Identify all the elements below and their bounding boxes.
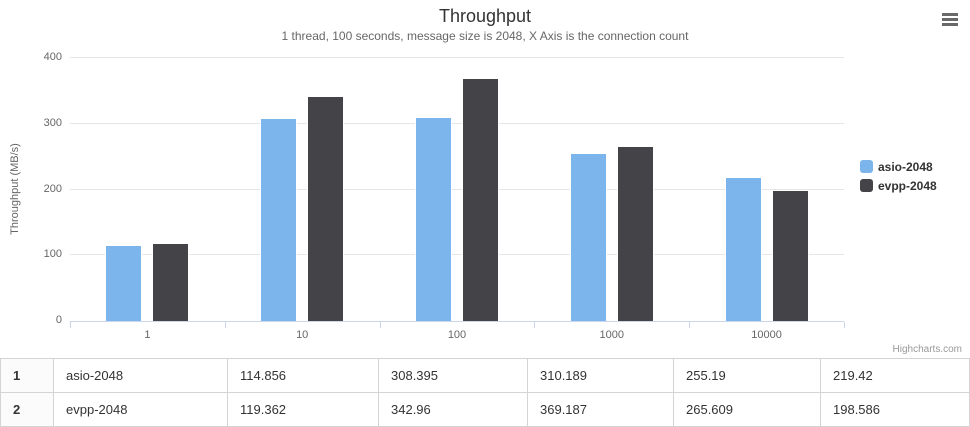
value-cell: 310.189 [527, 358, 674, 393]
legend: asio-2048 evpp-2048 [860, 157, 937, 195]
x-axis-tick [379, 322, 381, 328]
y-axis-label: 0 [55, 314, 62, 326]
y-axis-label: 400 [43, 51, 62, 63]
bar-group-1 [70, 58, 225, 321]
y-axis-label: 200 [43, 182, 62, 195]
value-cell: 308.395 [378, 358, 528, 393]
bar-evpp-2048-1[interactable] [152, 242, 190, 321]
chart-context-menu-button[interactable] [938, 8, 962, 30]
y-axis-label: 100 [43, 248, 62, 261]
series-name-cell: evpp-2048 [53, 392, 228, 427]
y-axis-label: 300 [43, 116, 62, 129]
value-cell: 369.187 [527, 392, 674, 427]
legend-item-asio-2048[interactable]: asio-2048 [860, 157, 937, 176]
x-axis-tick [70, 322, 71, 328]
plot-area [70, 57, 844, 322]
row-index-cell: 1 [0, 358, 54, 393]
x-axis-tick [689, 322, 691, 328]
bar-evpp-2048-100[interactable] [461, 78, 499, 321]
series-name-cell: asio-2048 [53, 358, 228, 393]
value-cell: 219.42 [820, 358, 970, 393]
bar-evpp-2048-1000[interactable] [616, 146, 654, 321]
highcharts-credit-link[interactable]: Highcharts.com [892, 344, 962, 355]
bar-asio-2048-100[interactable] [414, 117, 452, 321]
legend-item-evpp-2048[interactable]: evpp-2048 [860, 176, 937, 195]
bar-evpp-2048-10000[interactable] [771, 190, 809, 321]
bar-group-100 [380, 58, 535, 321]
legend-label: evpp-2048 [878, 178, 937, 193]
bar-asio-2048-10[interactable] [260, 118, 298, 321]
x-axis-label: 1000 [599, 329, 625, 341]
x-axis-label: 100 [447, 329, 467, 341]
legend-swatch-icon [860, 179, 873, 192]
gridline-400 [70, 57, 844, 58]
bar-asio-2048-1000[interactable] [569, 153, 607, 321]
x-axis-tick [844, 322, 845, 328]
bar-evpp-2048-10[interactable] [307, 95, 345, 321]
x-axis-label: 10000 [751, 329, 782, 341]
value-cell: 255.19 [673, 358, 821, 393]
value-cell: 342.96 [378, 392, 528, 427]
x-axis-tick [224, 322, 226, 328]
bar-asio-2048-1[interactable] [105, 245, 143, 321]
bar-group-1000 [534, 58, 689, 321]
x-axis-tick [534, 322, 536, 328]
gridline-100 [70, 254, 844, 256]
gridline-200 [70, 188, 844, 190]
value-cell: 265.609 [673, 392, 821, 427]
gridline-300 [70, 122, 844, 124]
bar-group-10 [225, 58, 380, 321]
value-cell: 198.586 [820, 392, 970, 427]
bar-asio-2048-10000[interactable] [724, 176, 762, 321]
table-row: 2 evpp-2048 119.362 342.96 369.187 265.609 198… [0, 392, 970, 427]
chart-subtitle: 1 thread, 100 seconds, message size is 2… [281, 29, 689, 43]
row-index-cell: 2 [0, 392, 54, 427]
value-cell: 119.362 [227, 392, 379, 427]
legend-swatch-icon [860, 160, 873, 173]
chart-title: Throughput [438, 6, 532, 26]
x-axis-label: 1 [144, 329, 151, 341]
table-row: 1 asio-2048 114.856 308.395 310.189 255.19 219… [0, 358, 970, 393]
legend-label: asio-2048 [878, 159, 933, 174]
throughput-chart: Throughput 1 thread, 100 seconds, messag… [9, 6, 962, 355]
bar-group-10000 [689, 58, 844, 321]
x-axis-label: 10 [296, 329, 309, 341]
data-table: 1 asio-2048 114.856 308.395 310.189 255.19 219… [0, 358, 970, 427]
value-cell: 114.856 [227, 358, 379, 393]
